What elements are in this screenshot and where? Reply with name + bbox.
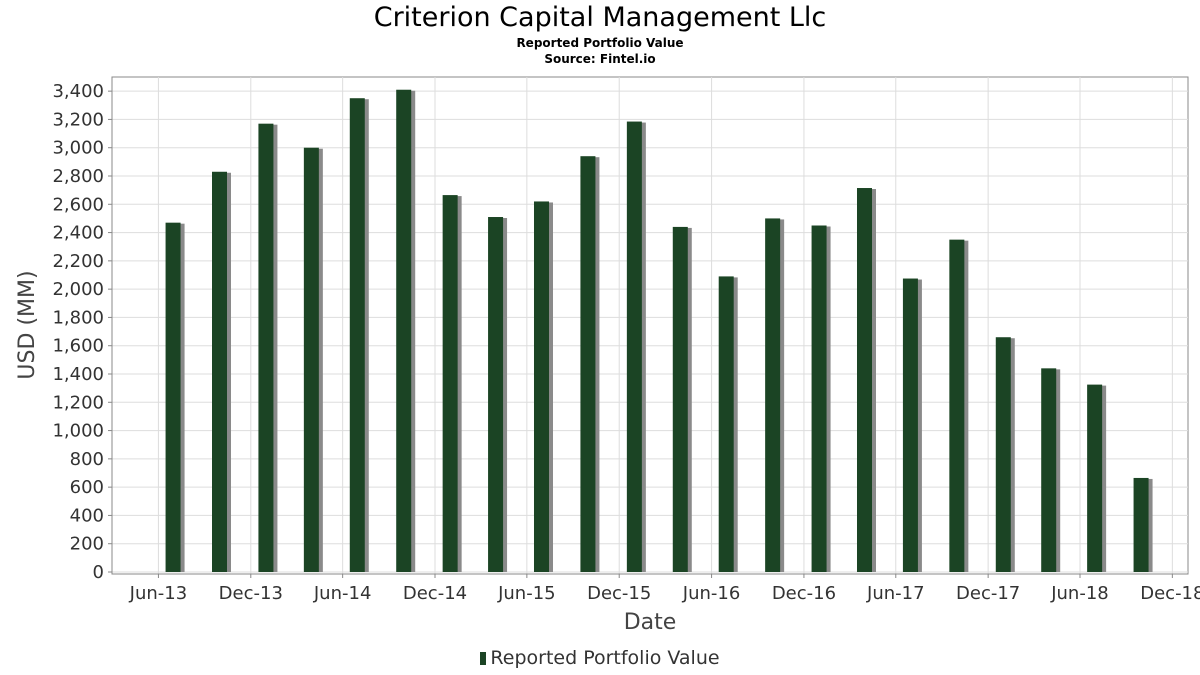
y-tick-label: 2,400 [52,223,104,244]
y-tick-label: 600 [70,477,104,498]
y-tick-label: 3,200 [52,109,104,130]
x-tick-label: Jun-17 [866,583,925,604]
bar [165,222,181,572]
chart-source: Source: Fintel.io [544,52,656,66]
bar [949,239,965,572]
x-tick-label: Jun-16 [682,583,741,604]
y-axis: 0 200 400 600 800 1,000 1,200 1,400 1,600 1,800 2,… [52,77,113,583]
bar [1041,368,1057,572]
legend-label: Reported Portfolio Value [490,647,720,669]
x-tick-label: Dec-18 [1140,583,1200,604]
bar [303,147,319,572]
bar [349,98,365,572]
x-tick-label: Dec-13 [219,583,283,604]
bar [533,201,549,572]
y-tick-label: 2,200 [52,251,104,272]
x-tick-label: Jun-18 [1050,583,1109,604]
y-tick-label: 1,800 [52,307,104,328]
chart-title: Criterion Capital Management Llc [373,2,827,33]
y-tick-label: 3,400 [52,81,104,102]
x-tick-label: Dec-15 [587,583,651,604]
y-tick-label: 3,000 [52,138,104,159]
bar [396,89,412,572]
bar [902,278,918,572]
y-tick-label: 2,600 [52,194,104,215]
x-axis-title: Date [624,610,677,635]
bar [811,225,827,572]
y-tick-label: 1,200 [52,392,104,413]
bar [488,217,504,572]
x-tick-label: Dec-16 [772,583,836,604]
bar [258,123,274,573]
x-tick-label: Jun-14 [313,583,372,604]
y-tick-label: 2,800 [52,166,104,187]
x-tick-label: Jun-13 [129,583,188,604]
bar [856,188,872,572]
bar [1087,384,1103,572]
bar [1133,477,1149,572]
x-tick-label: Dec-17 [956,583,1020,604]
x-tick-label: Jun-15 [497,583,556,604]
y-tick-label: 2,000 [52,279,104,300]
bar [580,156,596,572]
x-tick-label: Dec-14 [403,583,467,604]
x-axis: Jun-13 Dec-13 Jun-14 Dec-14 Jun-15 Dec-15 Jun-… [112,573,1200,604]
y-tick-label: 1,400 [52,364,104,385]
y-tick-label: 200 [70,534,104,555]
y-tick-label: 1,600 [52,336,104,357]
y-tick-label: 1,000 [52,421,104,442]
bar [995,337,1011,572]
chart-subtitle: Reported Portfolio Value [516,36,684,50]
bar [211,171,227,572]
y-tick-label: 800 [70,449,104,470]
bar [626,121,642,573]
bar [765,218,781,572]
bar [718,276,734,572]
legend: Reported Portfolio Value [0,647,1200,669]
bar [442,195,458,573]
y-tick-label: 400 [70,505,104,526]
bar [672,226,688,572]
legend-swatch [480,652,487,665]
bar-series [165,89,1153,573]
y-tick-label: 0 [93,562,104,583]
y-axis-title: USD (MM) [15,270,40,379]
